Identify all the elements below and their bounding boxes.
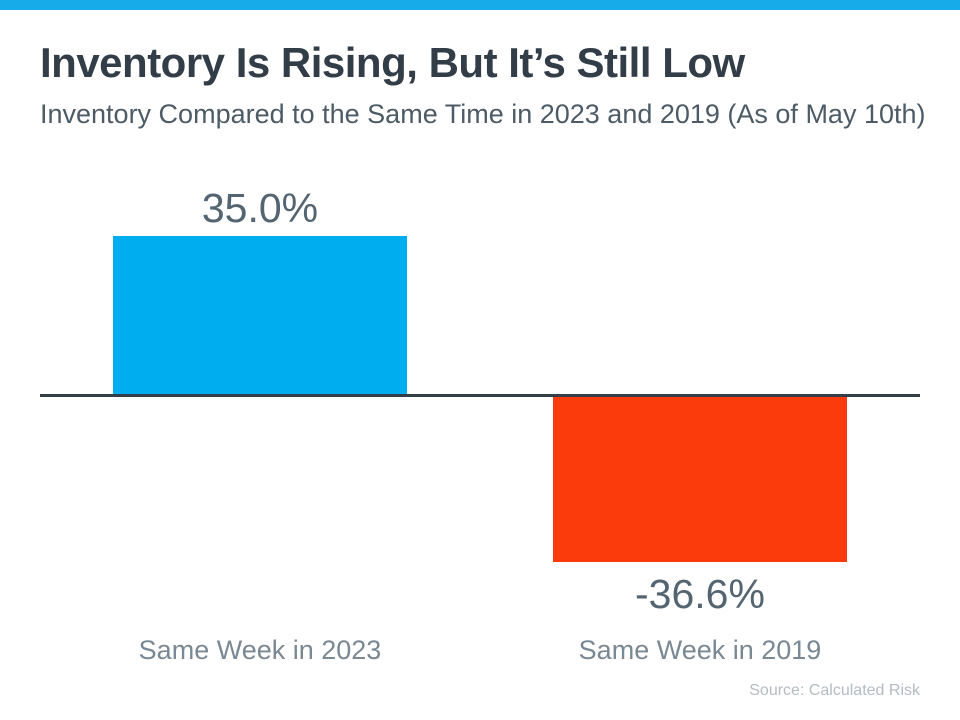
category-label-2019: Same Week in 2019 [578, 635, 822, 665]
bar-2019 [553, 397, 847, 562]
value-label-2019: -36.6% [635, 571, 765, 617]
source-attribution: Source: Calculated Risk [749, 682, 920, 699]
value-label-2023: 35.0% [201, 185, 319, 231]
category-label-2023: Same Week in 2023 [138, 635, 382, 665]
bar-2023 [113, 236, 407, 394]
top-accent-strip [0, 0, 960, 10]
page-subtitle: Inventory Compared to the Same Time in 2… [40, 99, 926, 129]
page-title: Inventory Is Rising, But It’s Still Low [40, 39, 745, 86]
zero-axis-line [40, 394, 920, 397]
